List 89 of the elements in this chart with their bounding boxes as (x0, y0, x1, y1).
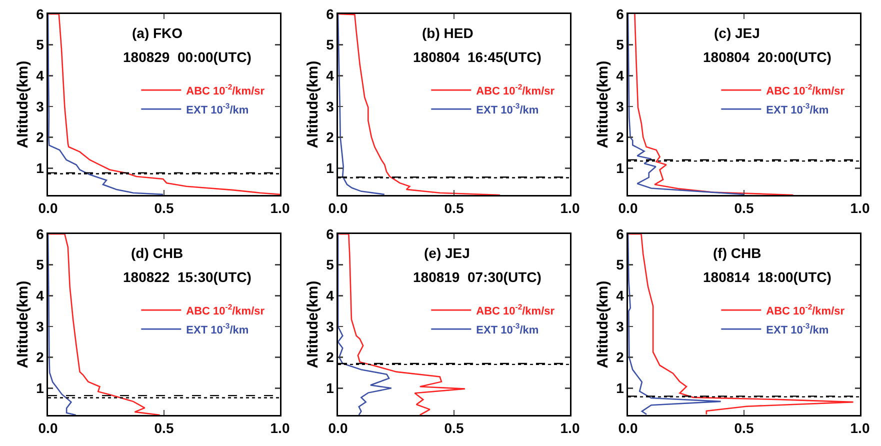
line-series (338, 14, 386, 195)
y-tick-label: 2 (36, 349, 44, 366)
y-tick-label: 6 (36, 6, 44, 22)
x-tick-label: 1.0 (560, 420, 580, 436)
text: 180804 20:00(UTC) (703, 49, 832, 65)
x-tick-label: 0.0 (618, 200, 638, 216)
y-tick-label: 1 (326, 160, 334, 176)
text: (c) JEJ (714, 25, 760, 41)
y-tick-label: 4 (616, 288, 624, 304)
y-tick-label: 6 (616, 6, 624, 22)
y-tick-label: 3 (616, 98, 624, 114)
text: (a) FKO (132, 25, 183, 41)
legend-label: EXT 10$^{-3}$/km (766, 102, 829, 116)
y-tick-label: 1 (616, 380, 624, 396)
x-tick-label: 0.5 (734, 200, 754, 216)
legend-label: ABC 10$^{-2}$/km/sr (476, 302, 556, 318)
y-axis-title: Altitude(km) (594, 60, 612, 148)
y-axis-title: Altitude(km) (14, 60, 32, 148)
text: 180822 15:30(UTC) (123, 269, 252, 285)
y-tick-label: 1 (326, 380, 334, 396)
line-series (48, 14, 280, 195)
y-tick-label: 5 (326, 256, 334, 273)
y-tick-label: 5 (326, 36, 334, 53)
x-tick-label: 0.0 (328, 420, 348, 436)
y-tick-label: 5 (36, 256, 44, 273)
legend-label: ABC 10$^{-2}$/km/sr (766, 302, 846, 318)
x-tick-label: 1.0 (850, 200, 870, 216)
line-series (628, 234, 854, 415)
y-tick-label: 2 (36, 129, 44, 146)
y-tick-label: 5 (616, 36, 624, 53)
text: (b) HED (422, 25, 474, 41)
legend-label: EXT 10$^{-3}$/km (766, 322, 829, 336)
x-tick-label: 0.0 (328, 200, 348, 216)
y-axis-title: Altitude(km) (594, 280, 612, 368)
y-tick-label: 3 (326, 98, 334, 114)
y-tick-label: 2 (326, 129, 334, 146)
x-tick-label: 0.5 (734, 420, 754, 436)
y-tick-label: 3 (616, 318, 624, 334)
text: (d) CHB (131, 245, 184, 261)
y-tick-label: 2 (616, 129, 624, 146)
y-tick-label: 6 (326, 6, 334, 22)
line-series (48, 234, 76, 415)
legend-label: ABC 10$^{-2}$/km/sr (186, 82, 266, 98)
y-tick-label: 4 (36, 288, 44, 304)
legend-label: EXT 10$^{-3}$/km (476, 322, 539, 336)
y-tick-label: 2 (616, 349, 624, 366)
y-axis-title: Altitude(km) (14, 280, 32, 368)
legend-label: ABC 10$^{-2}$/km/sr (766, 82, 846, 98)
y-tick-label: 4 (616, 68, 624, 84)
x-tick-label: 1.0 (270, 200, 290, 216)
y-axis-title: Altitude(km) (304, 60, 322, 148)
text: 180814 18:00(UTC) (703, 269, 832, 285)
legend-label: EXT 10$^{-3}$/km (186, 102, 249, 116)
line-series (338, 234, 392, 415)
text: 180804 16:45(UTC) (413, 49, 542, 65)
y-tick-label: 6 (616, 226, 624, 242)
text: (e) JEJ (424, 245, 470, 261)
y-tick-label: 4 (36, 68, 44, 84)
text: (f) CHB (713, 245, 762, 261)
y-tick-label: 3 (326, 318, 334, 334)
y-tick-label: 5 (616, 256, 624, 273)
x-tick-label: 0.0 (38, 200, 58, 216)
y-tick-label: 6 (326, 226, 334, 242)
y-tick-label: 1 (616, 160, 624, 176)
x-tick-label: 1.0 (270, 420, 290, 436)
y-tick-label: 4 (326, 68, 334, 84)
legend-label: EXT 10$^{-3}$/km (186, 322, 249, 336)
legend-label: EXT 10$^{-3}$/km (476, 102, 539, 116)
x-tick-label: 1.0 (850, 420, 870, 436)
y-axis-title: Altitude(km) (304, 280, 322, 368)
y-tick-label: 3 (36, 98, 44, 114)
x-tick-label: 0.5 (154, 420, 174, 436)
x-tick-label: 1.0 (560, 200, 580, 216)
x-tick-label: 0.5 (444, 420, 464, 436)
text: 180819 07:30(UTC) (413, 269, 542, 285)
y-tick-label: 1 (36, 380, 44, 396)
y-tick-label: 6 (36, 226, 44, 242)
x-tick-label: 0.5 (154, 200, 174, 216)
y-tick-label: 5 (36, 36, 44, 53)
legend-label: ABC 10$^{-2}$/km/sr (186, 302, 266, 318)
y-tick-label: 2 (326, 349, 334, 366)
legend-label: ABC 10$^{-2}$/km/sr (476, 82, 556, 98)
x-tick-label: 0.0 (618, 420, 638, 436)
y-tick-label: 4 (326, 288, 334, 304)
x-tick-label: 0.0 (38, 420, 58, 436)
text: 180829 00:00(UTC) (123, 49, 252, 65)
x-tick-label: 0.5 (444, 200, 464, 216)
y-tick-label: 1 (36, 160, 44, 176)
y-tick-label: 3 (36, 318, 44, 334)
